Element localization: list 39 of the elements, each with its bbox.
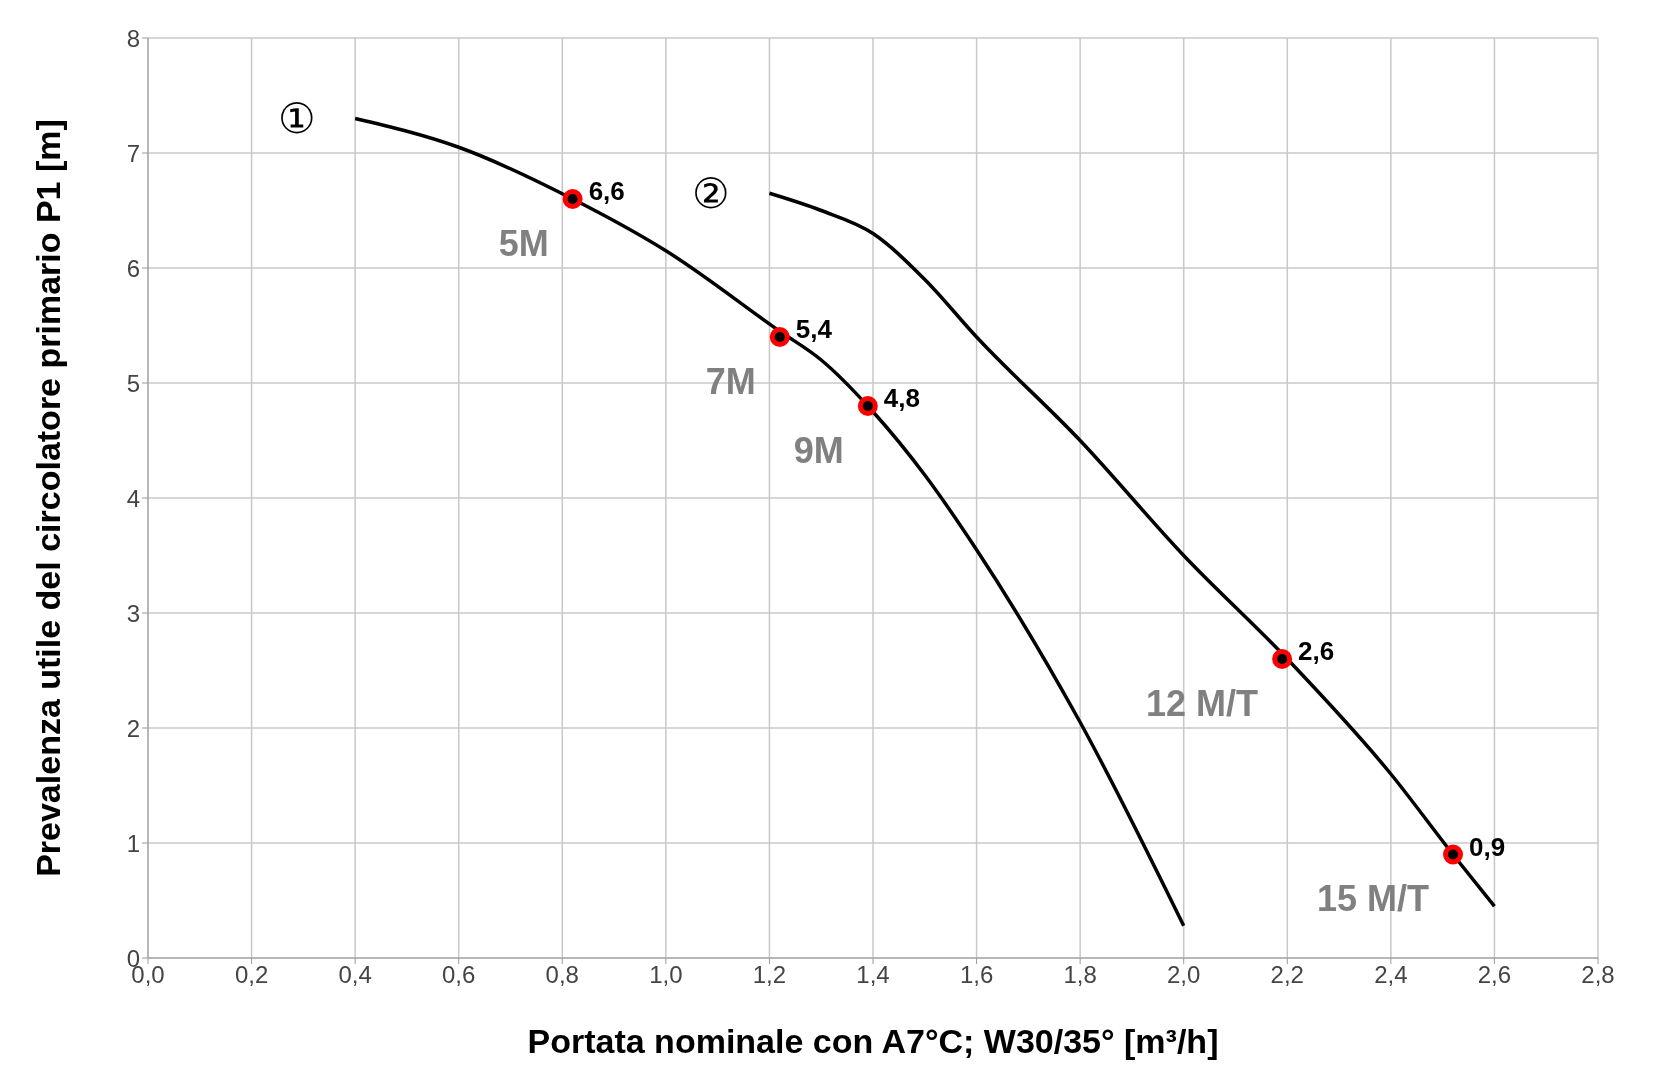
series-label: ② [692,169,731,217]
annotation: 15 M/T [1316,878,1429,919]
y-tick-label: 1 [126,829,140,857]
y-tick-label: 2 [126,714,140,742]
annotation: 9M [793,429,844,471]
point [769,327,790,347]
data-label: 0,9 [1469,831,1506,862]
point [857,396,878,416]
y-axis-title: Prevalenza utile del circolatore primario P1 [m] [29,119,68,877]
data-label: 6,6 [588,176,625,206]
annotation: 5M [498,222,549,264]
y-tick-label: 6 [126,254,140,282]
series-label: ① [278,95,317,142]
x-tick-label: 2,2 [1270,961,1304,989]
y-tick-label: 7 [126,139,140,167]
annotation: 7M [705,360,756,402]
annotation: 12 M/T [1146,682,1259,724]
y-tick-label: 4 [126,484,140,512]
x-tick-label: 2,0 [1167,961,1201,989]
y-tick-label: 8 [126,24,140,52]
x-tick-label: 2,4 [1374,961,1408,989]
x-tick-label: 1,0 [649,961,683,989]
x-tick-label: 1,6 [959,961,994,989]
x-tick-label: 2,6 [1477,961,1512,989]
data-label: 2,6 [1298,636,1335,666]
line-series [353,116,1186,928]
y-tick-label: 3 [126,599,140,627]
x-tick-label: 0,4 [338,961,372,989]
x-tick-label: 2,8 [1581,961,1615,989]
x-tick-label: 1,2 [752,961,787,989]
x-axis-title: Portata nominale con A7°C; W30/35° [m³/h] [527,1022,1219,1060]
data-label: 5,4 [795,314,833,344]
y-tick-label: 5 [126,369,140,397]
x-tick-label: 0,6 [442,961,476,989]
x-tick-label: 1,4 [856,961,890,989]
data-label: 4,8 [883,383,920,413]
x-tick-label: 1,8 [1063,961,1097,989]
x-tick-label: 0,8 [545,961,579,989]
x-tick-label: 0,2 [234,961,269,989]
